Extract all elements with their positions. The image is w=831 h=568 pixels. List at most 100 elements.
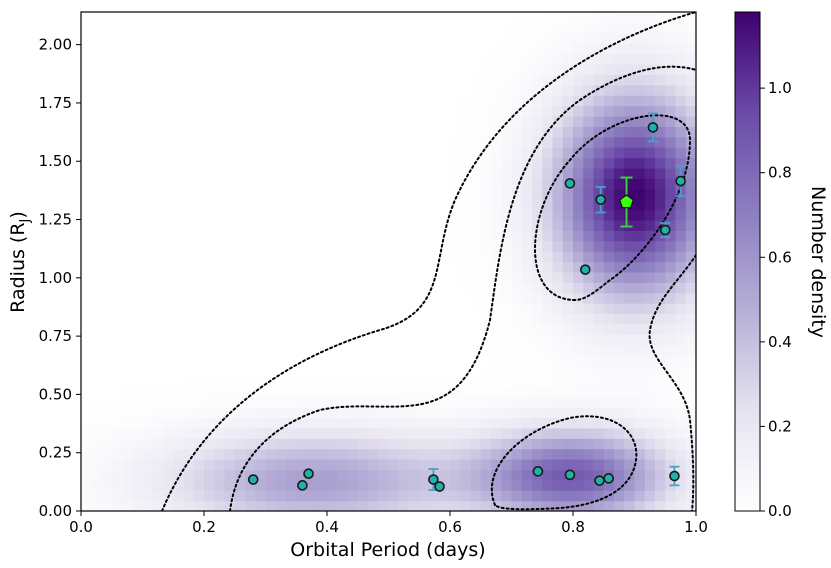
density-cell xyxy=(316,147,328,159)
density-cell xyxy=(306,303,318,315)
density-cell xyxy=(398,115,410,127)
density-cell xyxy=(347,12,359,23)
density-cell xyxy=(552,230,564,242)
density-cell xyxy=(101,219,113,231)
density-cell xyxy=(204,53,215,65)
density-cell xyxy=(583,199,595,211)
density-cell xyxy=(593,386,605,398)
density-cell xyxy=(644,147,656,159)
density-cell xyxy=(675,230,687,242)
density-cell xyxy=(378,417,390,429)
density-cell xyxy=(327,12,338,23)
density-cell xyxy=(152,344,164,356)
density-cell xyxy=(245,261,256,273)
density-cell xyxy=(398,251,410,263)
density-cell xyxy=(624,126,636,138)
density-cell xyxy=(480,438,492,450)
density-cell xyxy=(173,355,185,367)
density-cell xyxy=(163,261,174,273)
density-cell xyxy=(152,355,164,367)
density-cell xyxy=(347,84,359,96)
density-cell xyxy=(193,334,205,346)
density-cell xyxy=(81,459,92,471)
density-cell xyxy=(347,386,359,398)
density-cell xyxy=(378,105,390,117)
colorbar-tick-label: 0.2 xyxy=(768,417,792,435)
density-cell xyxy=(327,479,338,491)
density-cell xyxy=(245,355,256,367)
density-cell xyxy=(511,355,523,367)
density-cell xyxy=(562,105,574,117)
density-cell xyxy=(152,292,164,304)
density-cell xyxy=(398,199,410,211)
density-cell xyxy=(357,427,369,439)
density-cell xyxy=(614,375,625,387)
density-cell xyxy=(378,490,390,502)
density-cell xyxy=(245,469,256,481)
density-cell xyxy=(439,438,451,450)
density-cell xyxy=(234,84,246,96)
density-cell xyxy=(132,500,144,511)
density-cell xyxy=(327,323,338,335)
density-cell xyxy=(470,417,482,429)
density-cell xyxy=(234,178,246,190)
density-cell xyxy=(91,178,103,190)
density-cell xyxy=(234,157,246,169)
density-cell xyxy=(193,84,205,96)
density-cell xyxy=(429,22,441,34)
density-cell xyxy=(552,448,564,460)
density-cell xyxy=(511,157,523,169)
density-cell xyxy=(491,115,502,127)
density-cell xyxy=(480,126,492,138)
density-cell xyxy=(573,417,584,429)
density-cell xyxy=(665,500,677,511)
density-cell xyxy=(255,417,267,429)
density-cell xyxy=(685,251,696,263)
density-cell xyxy=(388,407,400,419)
density-cell xyxy=(275,438,287,450)
density-cell xyxy=(429,375,441,387)
density-cell xyxy=(398,12,410,23)
density-cell xyxy=(480,344,492,356)
density-cell xyxy=(398,32,410,44)
density-cell xyxy=(491,53,502,65)
density-cell xyxy=(460,95,472,107)
density-cell xyxy=(111,313,123,325)
density-cell xyxy=(501,167,513,179)
density-cell xyxy=(173,448,185,460)
density-cell xyxy=(419,427,431,439)
density-cell xyxy=(306,459,318,471)
density-cell xyxy=(337,282,349,294)
density-cell xyxy=(634,386,646,398)
density-cell xyxy=(91,469,103,481)
density-cell xyxy=(439,344,451,356)
density-cell xyxy=(142,386,154,398)
density-cell xyxy=(183,344,195,356)
density-cell xyxy=(357,95,369,107)
density-cell xyxy=(173,396,185,408)
density-cell xyxy=(357,313,369,325)
density-cell xyxy=(193,167,205,179)
density-cell xyxy=(378,199,390,211)
density-cell xyxy=(511,261,523,273)
density-cell xyxy=(501,53,513,65)
density-cell xyxy=(388,199,400,211)
density-cell xyxy=(327,251,338,263)
density-cell xyxy=(470,427,482,439)
density-cell xyxy=(316,230,328,242)
density-cell xyxy=(193,261,205,273)
density-cell xyxy=(122,136,133,148)
density-cell xyxy=(327,230,338,242)
density-cell xyxy=(552,479,564,491)
density-cell xyxy=(562,209,574,221)
density-cell xyxy=(603,282,615,294)
density-cell xyxy=(398,407,410,419)
density-cell xyxy=(573,490,584,502)
density-cell xyxy=(275,417,287,429)
density-cell xyxy=(111,303,123,315)
density-cell xyxy=(286,313,297,325)
density-cell xyxy=(429,323,441,335)
density-cell xyxy=(152,74,164,86)
density-cell xyxy=(152,230,164,242)
density-cell xyxy=(193,251,205,263)
